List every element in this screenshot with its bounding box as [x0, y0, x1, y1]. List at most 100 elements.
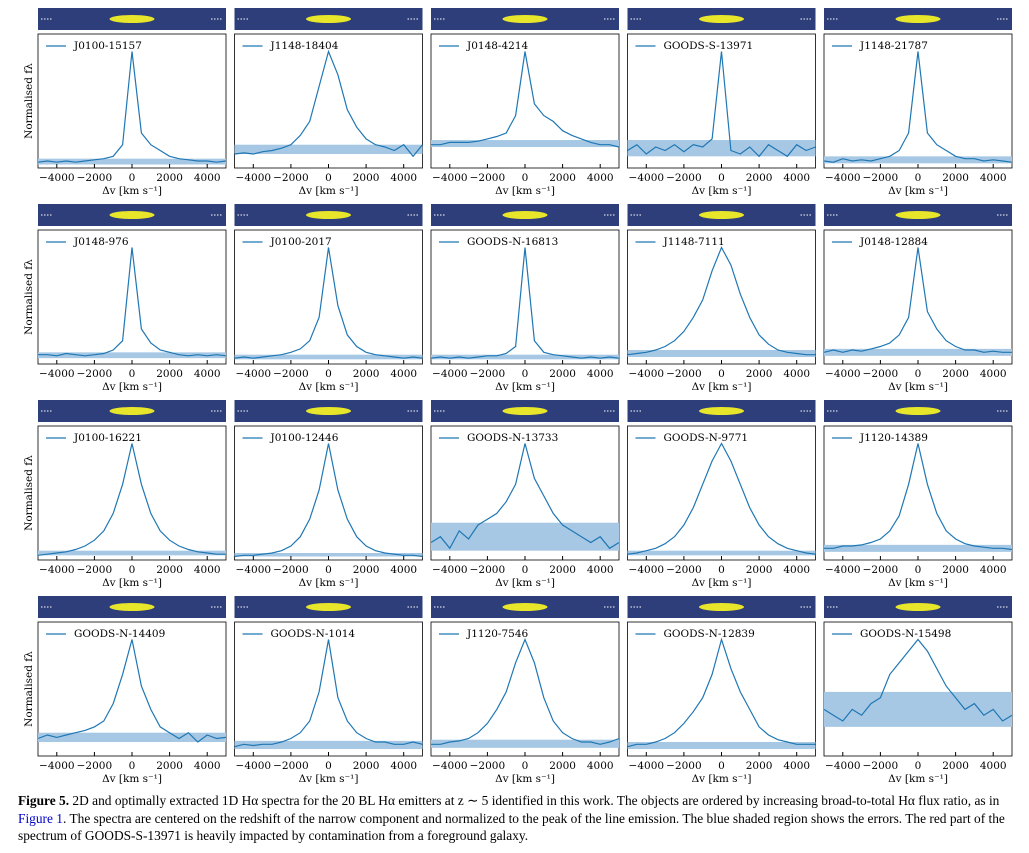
error-band: [38, 158, 226, 165]
x-tick-label: 2000: [353, 760, 380, 772]
x-tick-label: 0: [522, 172, 529, 184]
x-tick-label: −2000: [273, 760, 309, 772]
y-axis-label: Normalised fλ: [23, 455, 35, 531]
x-tick-label: 2000: [942, 368, 969, 380]
spectrum-line: [234, 49, 423, 158]
spectrum-2d-emission: [305, 211, 352, 219]
x-tick-label: −2000: [470, 172, 506, 184]
error-band: [627, 742, 816, 750]
error-band: [824, 691, 1012, 727]
x-tick-label: −2000: [470, 564, 506, 576]
x-tick-label: −2000: [470, 760, 506, 772]
plot-area: [627, 621, 816, 757]
spectrum-line: [37, 443, 226, 556]
x-tick-label: −4000: [432, 368, 468, 380]
caption-label: Figure 5.: [18, 793, 70, 808]
plot-area: [823, 621, 1013, 757]
x-tick-label: 0: [718, 172, 725, 184]
x-tick-label: 2000: [746, 564, 773, 576]
x-tick-label: 0: [325, 368, 332, 380]
spectrum-2d-emission: [305, 603, 352, 611]
spectrum-line: [234, 443, 423, 558]
x-tick-label: −2000: [863, 760, 899, 772]
x-tick-label: 0: [325, 564, 332, 576]
x-tick-label: 2000: [549, 760, 576, 772]
spectrum-2d-emission: [502, 211, 548, 219]
x-tick-label: 4000: [390, 760, 417, 772]
x-tick-label: 0: [325, 172, 332, 184]
x-tick-label: −4000: [629, 760, 665, 772]
x-axis-label: Δv [km s⁻¹]: [299, 381, 359, 393]
spectrum-2d-emission: [109, 15, 155, 23]
spectrum-2d-emission: [698, 407, 745, 415]
x-axis-label: Δv [km s⁻¹]: [495, 381, 555, 393]
legend-label: J1120-14389: [859, 432, 928, 444]
x-tick-label: −2000: [666, 368, 702, 380]
x-tick-label: 4000: [587, 172, 614, 184]
x-tick-label: 4000: [587, 760, 614, 772]
x-tick-label: 0: [522, 760, 529, 772]
x-tick-label: 0: [718, 368, 725, 380]
x-tick-label: −4000: [39, 760, 75, 772]
x-tick-label: 4000: [587, 368, 614, 380]
x-tick-label: 0: [129, 368, 136, 380]
x-tick-label: −4000: [825, 760, 861, 772]
spectrum-2d-emission: [698, 603, 745, 611]
x-tick-label: 2000: [942, 172, 969, 184]
x-tick-label: 2000: [746, 368, 773, 380]
x-tick-label: −4000: [236, 368, 272, 380]
y-axis-label: Normalised fλ: [23, 651, 35, 727]
x-tick-label: 0: [915, 564, 922, 576]
x-tick-label: −2000: [77, 368, 113, 380]
x-axis-label: Δv [km s⁻¹]: [692, 185, 752, 197]
x-tick-label: −4000: [432, 564, 468, 576]
x-tick-label: −2000: [273, 564, 309, 576]
x-tick-label: −2000: [470, 368, 506, 380]
spectrum-2d-emission: [305, 15, 352, 23]
plot-area: [627, 229, 816, 365]
spectrum-line: [823, 247, 1012, 353]
x-tick-label: −2000: [273, 172, 309, 184]
x-tick-label: 4000: [980, 564, 1007, 576]
x-tick-label: 0: [915, 760, 922, 772]
x-tick-label: 0: [129, 172, 136, 184]
legend-label: J0100-15157: [73, 40, 142, 52]
x-axis-label: Δv [km s⁻¹]: [692, 381, 752, 393]
x-tick-label: −2000: [666, 564, 702, 576]
legend-label: J1148-21787: [859, 40, 928, 52]
x-axis-label: Δv [km s⁻¹]: [692, 577, 752, 589]
x-tick-label: −4000: [39, 368, 75, 380]
x-axis-label: Δv [km s⁻¹]: [102, 577, 162, 589]
spectrum-line: [38, 247, 227, 357]
error-band: [431, 354, 619, 360]
x-axis-label: Δv [km s⁻¹]: [299, 773, 359, 785]
legend-label: J0148-4214: [466, 40, 529, 52]
x-tick-label: −4000: [236, 564, 272, 576]
x-tick-label: −2000: [666, 760, 702, 772]
error-band: [431, 522, 619, 551]
legend-label: J0148-976: [73, 236, 129, 248]
figure-link[interactable]: Figure 1: [18, 810, 64, 826]
x-tick-label: −4000: [236, 760, 272, 772]
x-tick-label: 4000: [194, 564, 221, 576]
error-band: [824, 544, 1012, 552]
legend-label: J0148-12884: [859, 236, 928, 248]
error-band: [431, 140, 619, 148]
legend-label: GOODS-N-14409: [74, 628, 165, 640]
x-tick-label: 4000: [390, 368, 417, 380]
x-axis-label: Δv [km s⁻¹]: [888, 577, 948, 589]
x-tick-label: 0: [325, 760, 332, 772]
spectrum-line: [234, 639, 423, 748]
x-tick-label: −4000: [432, 172, 468, 184]
spectrum-2d-emission: [305, 407, 352, 415]
error-band: [627, 350, 816, 358]
error-band: [234, 354, 423, 360]
x-tick-label: 2000: [156, 760, 183, 772]
legend-label: GOODS-N-15498: [860, 628, 951, 640]
x-tick-label: 2000: [156, 172, 183, 184]
error-band: [627, 140, 816, 157]
x-tick-label: −2000: [77, 172, 113, 184]
legend-label: GOODS-N-16813: [467, 236, 558, 248]
x-axis-label: Δv [km s⁻¹]: [495, 577, 555, 589]
x-axis-label: Δv [km s⁻¹]: [299, 577, 359, 589]
